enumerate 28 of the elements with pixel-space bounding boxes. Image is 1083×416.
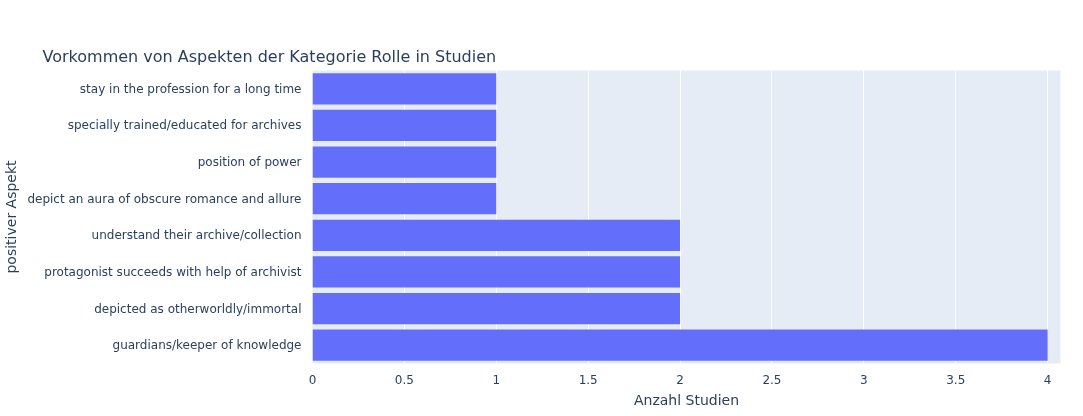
bar bbox=[312, 329, 1048, 361]
x-tick-label: 2.5 bbox=[762, 372, 782, 387]
y-tick-label: understand their archive/collection bbox=[91, 228, 302, 243]
x-tick-label: 0.5 bbox=[394, 372, 414, 387]
bar bbox=[312, 109, 497, 141]
x-tick-label: 1.5 bbox=[578, 372, 598, 387]
y-tick-label: specially trained/educated for archives bbox=[67, 118, 302, 133]
x-axis-title: Anzahl Studien bbox=[633, 391, 740, 408]
bar bbox=[312, 183, 497, 215]
x-tick-label: 3.5 bbox=[946, 372, 966, 387]
bar bbox=[312, 146, 497, 178]
x-tick-label: 2 bbox=[676, 372, 684, 387]
y-tick-label: stay in the profession for a long time bbox=[79, 81, 302, 96]
y-tick-label: protagonist succeeds with help of archivist bbox=[44, 264, 302, 279]
bar bbox=[312, 219, 681, 251]
y-tick-label: depicted as otherworldly/immortal bbox=[94, 301, 302, 316]
bar bbox=[312, 293, 681, 325]
bar bbox=[312, 256, 681, 288]
y-tick-label: position of power bbox=[197, 155, 302, 170]
y-tick-label: guardians/keeper of knowledge bbox=[112, 338, 302, 353]
x-tick-label: 4 bbox=[1043, 372, 1052, 387]
y-tick-label: depict an aura of obscure romance and allure bbox=[27, 191, 302, 206]
chart-title: Vorkommen von Aspekten der Kategorie Rolle in Studien bbox=[42, 46, 497, 66]
bar bbox=[312, 73, 497, 105]
x-tick-label: 3 bbox=[860, 372, 868, 387]
x-tick-label: 1 bbox=[492, 372, 501, 387]
y-axis-title: positiver Aspekt bbox=[3, 159, 20, 274]
x-tick-label: 0 bbox=[308, 372, 317, 387]
